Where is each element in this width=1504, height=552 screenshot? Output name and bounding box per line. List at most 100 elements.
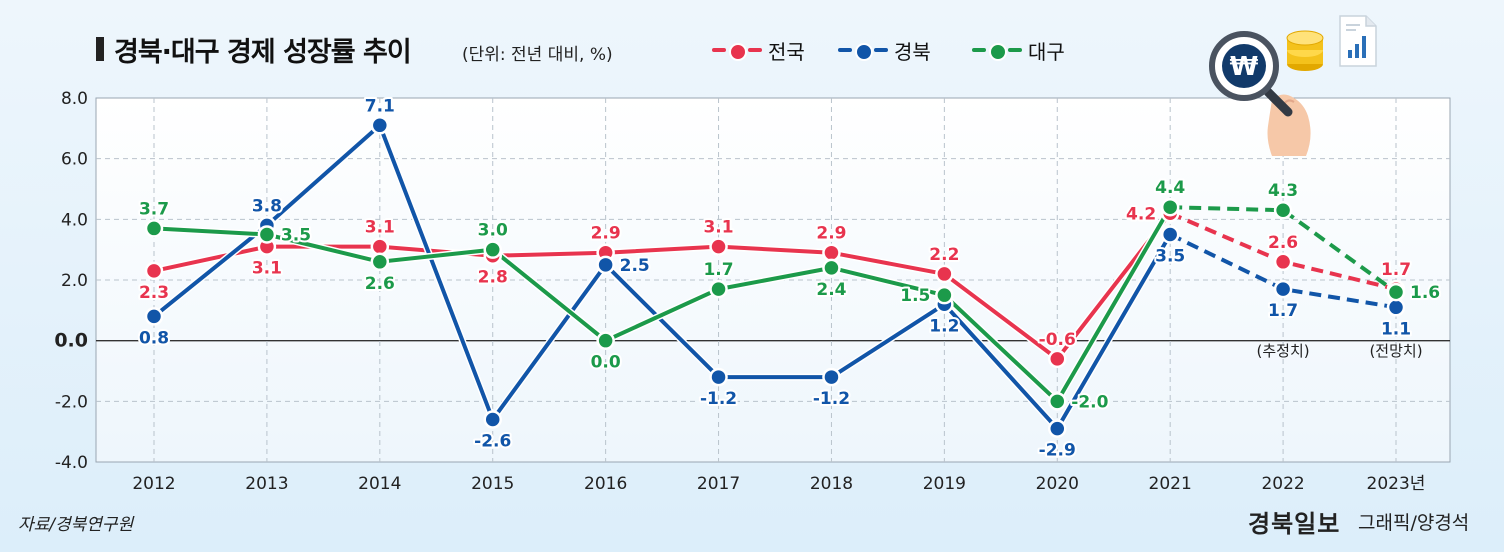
x-tick-label: 2021	[1149, 474, 1192, 494]
data-label: 3.7	[139, 199, 169, 219]
data-label-halo: 1.7	[1268, 301, 1298, 321]
data-label-halo: 1.7	[703, 260, 733, 280]
series-line-gyeongbuk	[152, 123, 1172, 431]
data-point	[1048, 419, 1067, 438]
data-label: -1.2	[813, 389, 850, 409]
data-point	[144, 219, 164, 238]
data-point	[1160, 225, 1180, 244]
legend-swatch-daegu	[972, 43, 1022, 61]
data-label: 2.6	[365, 274, 395, 294]
data-point	[935, 264, 954, 284]
data-label-halo: -1.2	[700, 389, 737, 409]
brand-name: 경북일보	[1248, 510, 1341, 538]
data-label-halo: 1.5	[900, 286, 930, 306]
legend-item-national: 전국	[712, 37, 805, 64]
x-note-label: (전망치)	[1369, 342, 1422, 360]
coin-stack-icon	[1286, 30, 1324, 71]
y-tick-label: 0.0	[54, 330, 88, 352]
graphic-credit: 그래픽/양경석	[1358, 512, 1470, 534]
data-label-halo: 4.2	[1126, 204, 1156, 224]
data-label: 2.9	[816, 224, 846, 244]
data-label: 1.1	[1381, 319, 1411, 339]
data-point	[1273, 279, 1293, 299]
x-tick-label: 2012	[132, 474, 175, 494]
data-point	[257, 225, 277, 244]
data-label-halo: -1.2	[813, 389, 850, 409]
data-label-halo: 3.1	[703, 218, 733, 238]
data-label: 3.5	[281, 226, 311, 246]
data-label: 1.7	[703, 260, 733, 280]
data-label-halo: -2.6	[474, 432, 511, 452]
magnifier-icon: ₩	[1209, 31, 1293, 117]
data-label-halo: 7.1	[365, 96, 395, 116]
data-point	[1273, 200, 1293, 220]
data-label-halo: -0.6	[1039, 330, 1076, 350]
data-point	[1386, 282, 1406, 302]
data-label-halo: 2.8	[478, 268, 508, 288]
legend-item-gyeongbuk: 경북	[838, 37, 931, 64]
data-label: 3.5	[1155, 247, 1185, 267]
data-label-halo: 3.7	[139, 199, 169, 219]
data-point	[822, 258, 841, 278]
data-label: 3.8	[252, 196, 282, 216]
y-tick-label: 4.0	[61, 210, 88, 230]
x-tick-label: 2014	[358, 474, 401, 494]
data-label: 0.8	[139, 328, 169, 348]
data-label-halo: 2.9	[816, 224, 846, 244]
data-label-halo: 2.3	[139, 283, 169, 303]
data-point	[1386, 298, 1406, 317]
data-label: 2.6	[1268, 233, 1298, 253]
y-tick-label: 8.0	[61, 89, 88, 109]
data-label: -2.0	[1071, 392, 1108, 412]
data-label: 2.4	[816, 280, 846, 300]
data-point	[483, 410, 502, 429]
data-point	[596, 255, 615, 275]
x-tick-label: 2023년	[1367, 474, 1426, 494]
data-label-halo: 4.4	[1155, 178, 1185, 198]
data-label-halo: 2.6	[365, 274, 395, 294]
source-note: 자료/경북연구원	[18, 515, 134, 535]
data-point	[596, 331, 615, 350]
data-point	[1273, 252, 1293, 272]
x-tick-label: 2020	[1036, 474, 1079, 494]
data-point	[709, 279, 728, 299]
data-label-halo: 3.8	[252, 196, 282, 216]
document-chart-icon	[1339, 15, 1377, 67]
x-note-label: (추정치)	[1257, 342, 1310, 360]
data-label-halo: 3.1	[252, 259, 282, 279]
data-point	[822, 367, 841, 387]
chart-title: 경북·대구 경제 성장률 추이	[114, 37, 412, 68]
y-tick-label: -4.0	[55, 453, 88, 473]
data-label-halo: 3.1	[365, 218, 395, 238]
x-tick-label: 2022	[1261, 474, 1304, 494]
data-label: 1.7	[1381, 260, 1411, 280]
data-label-halo: 3.5	[281, 226, 311, 246]
data-label: -0.6	[1039, 330, 1076, 350]
data-label: 0.0	[591, 353, 621, 373]
data-label-halo: 1.1	[1381, 319, 1411, 339]
magnifier-coins-illustration: ₩	[1209, 15, 1377, 156]
data-point	[822, 243, 841, 262]
data-label: 4.2	[1126, 204, 1156, 224]
legend-item-daegu: 대구	[972, 37, 1065, 64]
data-point	[483, 240, 502, 259]
data-label-halo: 3.0	[478, 221, 508, 241]
data-label: 1.7	[1268, 301, 1298, 321]
data-label: -1.2	[700, 389, 737, 409]
data-point	[370, 237, 390, 256]
data-label: 1.5	[900, 286, 930, 306]
data-label: 3.1	[365, 218, 395, 238]
data-label: 2.2	[929, 245, 959, 265]
data-label-halo: 1.6	[1410, 283, 1440, 303]
title-marker	[96, 37, 104, 61]
data-point	[1160, 197, 1180, 217]
data-label: -2.9	[1039, 441, 1076, 461]
data-label: 2.5	[620, 256, 650, 276]
data-label: 1.6	[1410, 283, 1440, 303]
data-label: 3.0	[478, 221, 508, 241]
svg-text:₩: ₩	[1230, 52, 1259, 82]
data-label-halo: 2.4	[816, 280, 846, 300]
data-label-halo: 0.0	[591, 353, 621, 373]
y-tick-label: 2.0	[61, 271, 88, 291]
